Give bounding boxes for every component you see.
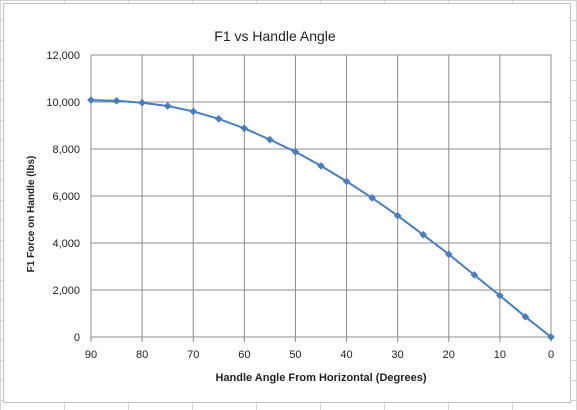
y-axis-label: F1 Force on Handle (lbs): [26, 156, 37, 273]
data-point-marker: [163, 102, 172, 110]
data-point-marker: [240, 124, 249, 133]
chart-title: F1 vs Handle Angle: [214, 28, 336, 44]
y-tick-label: 4,000: [52, 238, 80, 250]
y-tick-label: 2,000: [52, 285, 80, 297]
data-point-marker: [470, 271, 479, 279]
y-tick-label: 0: [74, 332, 80, 344]
data-point-marker: [393, 211, 402, 220]
y-tick-label: 6,000: [52, 191, 80, 203]
data-point-marker: [444, 250, 453, 259]
x-tick-label: 40: [340, 349, 352, 361]
x-tick-label: 10: [494, 349, 506, 361]
data-point-marker: [112, 96, 121, 105]
x-tick-labels: 90 80 70 60 50 40 30 20 10 0: [85, 349, 554, 361]
data-point-marker: [317, 161, 325, 170]
x-tick-label: 60: [238, 349, 250, 361]
y-tick-label: 8,000: [52, 144, 80, 156]
data-point-marker: [368, 193, 377, 202]
data-point-marker: [189, 107, 198, 116]
data-point-marker: [419, 230, 428, 239]
x-tick-label: 70: [187, 349, 199, 361]
data-point-marker: [521, 312, 530, 321]
plot-series: [87, 96, 555, 341]
chart-area[interactable]: [3, 3, 571, 403]
data-point-marker: [87, 96, 95, 105]
series-line: [90, 99, 552, 338]
data-point-marker: [291, 147, 300, 156]
x-tick-label: 50: [289, 349, 301, 361]
y-tick-label: 10,000: [46, 97, 80, 109]
y-tick-label: 12,000: [46, 50, 80, 62]
x-tick-label: 20: [443, 349, 455, 361]
x-tick-label: 30: [392, 349, 404, 361]
x-axis-label: Handle Angle From Horizontal (Degrees): [215, 372, 426, 384]
data-point-marker: [138, 98, 147, 107]
data-point-marker: [547, 333, 555, 341]
y-tick-labels: 0 2,000 4,000 6,000 8,000 10,000 12,000: [46, 50, 80, 344]
data-point-marker: [495, 291, 504, 300]
data-point-marker: [342, 177, 351, 186]
data-point-marker: [265, 135, 274, 144]
data-point-marker: [214, 114, 223, 123]
x-tick-label: 90: [85, 349, 97, 361]
gridlines: [90, 54, 552, 342]
x-tick-label: 0: [548, 349, 554, 361]
x-tick-label: 80: [136, 349, 148, 361]
